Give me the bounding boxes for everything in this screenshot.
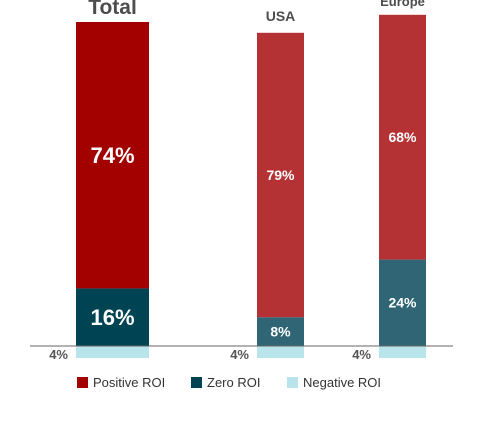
data-label-negative-western-europe: 4%: [352, 347, 371, 362]
category-label-western-europe-line-2: Europe: [380, 0, 425, 9]
bar-zero-total: [76, 288, 149, 346]
data-label-zero-western-europe: 24%: [388, 295, 417, 311]
data-label-positive-western-europe: 68%: [388, 129, 417, 145]
bar-positive-usa: [257, 32, 304, 318]
legend-swatch-positive-roi: [77, 377, 88, 388]
category-label-total: Total: [88, 0, 137, 19]
bar-negative-usa: [257, 346, 304, 358]
legend-label-positive-roi: Positive ROI: [93, 375, 165, 390]
bar-negative-total: [76, 346, 149, 358]
legend-label-negative-roi: Negative ROI: [303, 375, 381, 390]
legend-swatch-negative-roi: [287, 377, 298, 388]
data-label-zero-total: 16%: [90, 305, 134, 330]
category-label-usa: USA: [266, 8, 296, 24]
legend-swatch-zero-roi: [191, 377, 202, 388]
legend-label-zero-roi: Zero ROI: [207, 375, 260, 390]
data-label-positive-total: 74%: [90, 143, 134, 168]
data-label-zero-usa: 8%: [270, 324, 291, 340]
bar-positive-total: [76, 22, 149, 289]
bar-negative-western-europe: [379, 346, 426, 358]
data-label-negative-usa: 4%: [230, 347, 249, 362]
bar-zero-western-europe: [379, 259, 426, 346]
data-label-negative-total: 4%: [49, 347, 68, 362]
bar-positive-western-europe: [379, 14, 426, 260]
bar-zero-usa: [257, 317, 304, 346]
data-label-positive-usa: 79%: [266, 167, 295, 183]
